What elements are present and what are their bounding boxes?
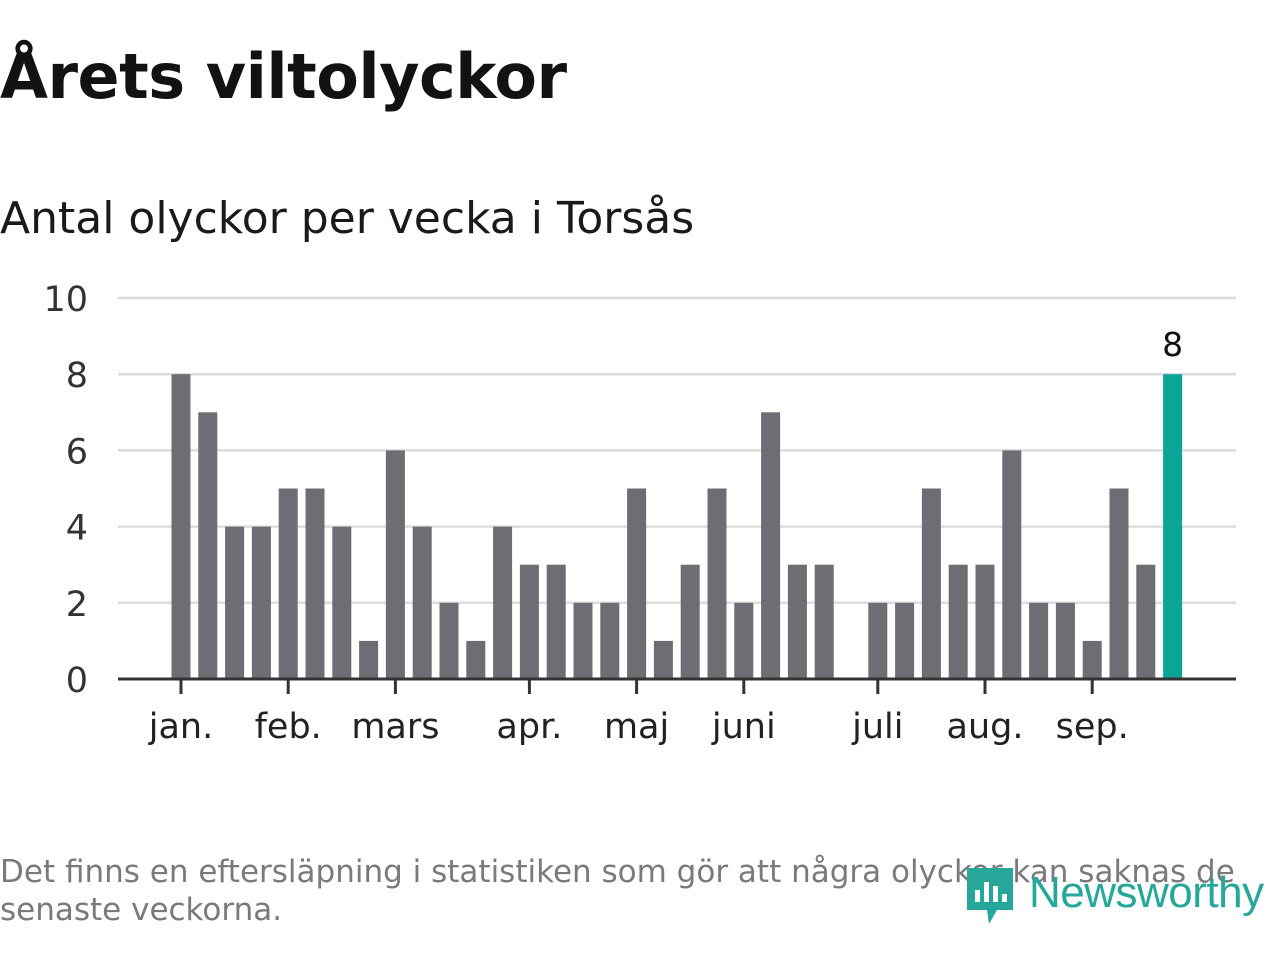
bar [734,602,754,679]
bar [546,564,566,679]
bar [332,526,352,679]
bar [948,564,968,679]
bar [1136,564,1156,679]
chart-title: Årets viltolyckor [0,40,567,113]
bar [1029,602,1049,679]
newsworthy-logo: Newsworthy [965,860,1264,926]
x-tick-label: apr. [496,707,562,747]
bar [573,602,593,679]
x-tick-label: sep. [1056,707,1129,747]
x-tick-label: feb. [255,707,322,747]
bar [707,488,727,679]
bar [1082,640,1102,679]
bar [787,564,807,679]
brand-name: Newsworthy [1029,868,1264,917]
bar [171,374,191,679]
bar [1055,602,1075,679]
bar [251,526,271,679]
bar [895,602,915,679]
y-tick-label: 2 [66,585,88,625]
highlight-bar [1163,374,1183,679]
bar [305,488,325,679]
bar [975,564,995,679]
data-label: 8 [1162,325,1183,364]
x-tick-label: aug. [947,707,1024,747]
bar [493,526,513,679]
x-tick-label: mars [351,707,439,747]
x-tick-label: maj [604,707,669,747]
bar [627,488,647,679]
bar [1109,488,1129,679]
y-tick-label: 8 [66,356,88,396]
y-tick-label: 6 [66,432,88,472]
x-tick-label: juni [711,707,776,747]
x-tick-label: juli [851,707,903,747]
y-tick-label: 0 [66,661,88,701]
bar [466,640,486,679]
bar [278,488,298,679]
bar [519,564,539,679]
bar [385,450,405,679]
bar [814,564,834,679]
bar [439,602,459,679]
bar [412,526,432,679]
bar [653,640,673,679]
bar [359,640,379,679]
bar [761,412,781,679]
bar [680,564,700,679]
bar [921,488,941,679]
y-tick-label: 10 [43,280,88,320]
chart-subtitle: Antal olyckor per vecka i Torsås [0,193,695,244]
bar-chart: 0 2 4 6 8 10 8 jan. feb. mars apr. maj juni juli aug. s… [43,280,1236,747]
newsworthy-logo-icon [967,868,1013,924]
bar [225,526,245,679]
bar [868,602,888,679]
bar [1002,450,1022,679]
y-tick-label: 4 [66,509,88,549]
x-tick-label: jan. [148,707,213,747]
footnote: Det finns en eftersläpning i statistiken… [0,854,1235,928]
bar [198,412,218,679]
bar [600,602,620,679]
